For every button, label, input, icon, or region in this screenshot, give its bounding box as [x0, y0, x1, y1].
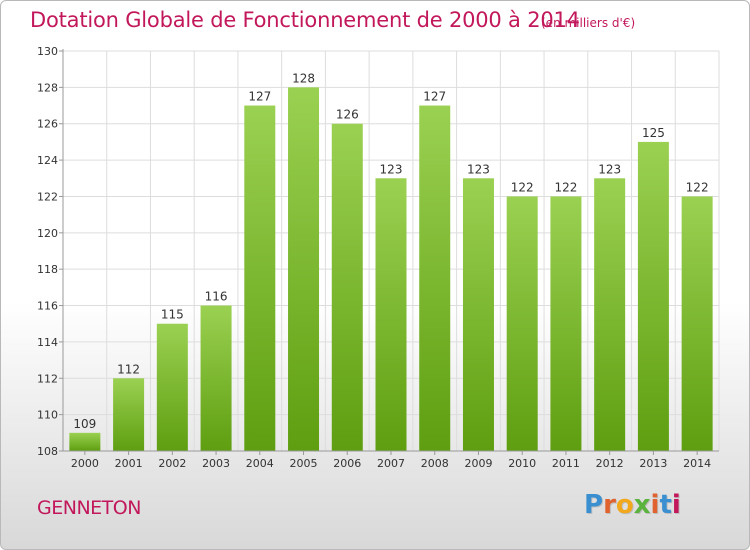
bar-2012 — [594, 178, 626, 452]
city-name: GENNETON — [37, 497, 141, 519]
y-tick-label: 108 — [37, 445, 58, 458]
bar-2005 — [288, 87, 320, 451]
bar-2011 — [550, 196, 582, 451]
data-label: 127 — [248, 90, 271, 104]
x-tick-label: 2002 — [158, 457, 186, 470]
data-label: 122 — [686, 180, 709, 194]
x-tick-label: 2008 — [421, 457, 449, 470]
x-tick-label: 2006 — [333, 457, 361, 470]
x-tick-label: 2009 — [464, 457, 492, 470]
y-tick-label: 120 — [37, 227, 58, 240]
data-label: 115 — [161, 308, 184, 322]
data-label: 123 — [380, 162, 403, 176]
data-label: 128 — [292, 71, 315, 85]
x-tick-label: 2004 — [246, 457, 274, 470]
x-tick-label: 2011 — [552, 457, 580, 470]
bar-2004 — [244, 105, 276, 451]
bar-2006 — [331, 123, 363, 452]
x-tick-label: 2000 — [71, 457, 99, 470]
data-label: 125 — [642, 126, 665, 140]
bar-2014 — [681, 196, 713, 451]
data-label: 109 — [73, 417, 96, 431]
data-label: 123 — [598, 162, 621, 176]
bar-2000 — [69, 432, 101, 451]
y-tick-label: 124 — [37, 154, 58, 167]
x-tick-label: 2001 — [115, 457, 143, 470]
x-tick-label: 2010 — [508, 457, 536, 470]
y-tick-label: 118 — [37, 263, 58, 276]
data-label: 112 — [117, 362, 140, 376]
x-tick-label: 2014 — [683, 457, 711, 470]
data-label: 122 — [511, 180, 534, 194]
x-tick-label: 2005 — [290, 457, 318, 470]
bar-2002 — [156, 323, 188, 451]
bar-2007 — [375, 178, 407, 452]
bar-2013 — [637, 141, 669, 451]
y-tick-label: 128 — [37, 81, 58, 94]
y-tick-label: 112 — [37, 372, 58, 385]
x-tick-label: 2013 — [639, 457, 667, 470]
data-label: 122 — [554, 180, 577, 194]
y-tick-label: 116 — [37, 300, 58, 313]
chart-subtitle: (en milliers d'€) — [541, 16, 636, 30]
x-tick-label: 2007 — [377, 457, 405, 470]
y-tick-label: 122 — [37, 190, 58, 203]
bar-2009 — [462, 178, 494, 452]
x-tick-label: 2012 — [596, 457, 624, 470]
y-tick-label: 110 — [37, 409, 58, 422]
bar-2001 — [113, 378, 145, 451]
proxiti-logo: Proxiti — [584, 490, 681, 520]
bar-2003 — [200, 305, 232, 451]
bar-2008 — [419, 105, 451, 451]
data-label: 127 — [423, 90, 446, 104]
y-tick-label: 114 — [37, 336, 58, 349]
data-label: 123 — [467, 162, 490, 176]
chart-title: Dotation Globale de Fonctionnement de 20… — [30, 8, 580, 32]
y-tick-label: 130 — [37, 45, 58, 58]
bar-2010 — [506, 196, 538, 451]
data-label: 126 — [336, 108, 359, 122]
x-tick-label: 2003 — [202, 457, 230, 470]
data-label: 116 — [205, 290, 228, 304]
y-tick-label: 126 — [37, 118, 58, 131]
